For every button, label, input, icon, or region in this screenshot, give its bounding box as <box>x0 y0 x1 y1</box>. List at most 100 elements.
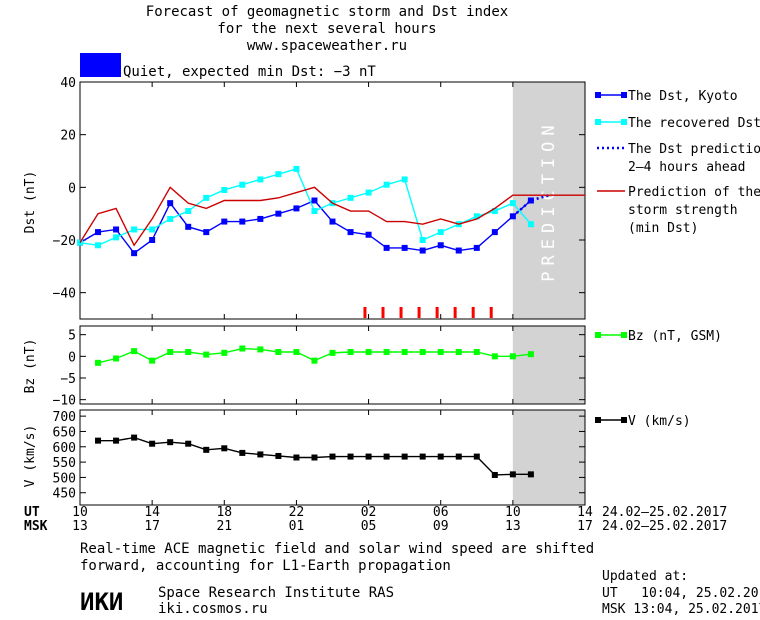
dst-series-1-point <box>275 171 282 178</box>
dst-panel: PREDICTION 40 20 0 −20 −40 <box>53 76 586 320</box>
v-ytick-label: 450 <box>53 487 76 502</box>
chart-title-line-3: www.spaceweather.ru <box>247 38 407 54</box>
dst-series-0-point <box>365 231 372 238</box>
bz-series-0-point <box>257 346 264 353</box>
dst-ytick-label: −40 <box>53 287 76 302</box>
x-tick-label-msk: 09 <box>433 519 449 534</box>
bz-series-0-point <box>239 345 246 352</box>
v-ytick-label: 650 <box>53 425 76 440</box>
v-series-0-point <box>95 437 102 444</box>
bz-series-0-point <box>203 351 210 358</box>
dst-series-0-point <box>221 218 228 225</box>
bz-series-0-point <box>275 349 282 355</box>
bz-series-0-point <box>113 355 120 362</box>
dst-series-0-point <box>113 226 120 233</box>
dst-ytick-label: −20 <box>53 234 76 249</box>
x-axis-ut-label: UT <box>24 505 40 520</box>
x-tick-label-msk: 17 <box>144 519 160 534</box>
v-series-0-point <box>113 437 120 444</box>
dst-series-0-point <box>239 218 246 225</box>
status-color-swatch <box>80 53 121 77</box>
dst-series-1-point <box>437 229 444 236</box>
status-text: Quiet, expected min Dst: −3 nT <box>123 64 376 80</box>
legend-dst-prediction-label: The Dst prediction <box>628 142 760 157</box>
date-range-msk: 24.02–25.02.2017 <box>602 519 727 534</box>
bz-series-0-point <box>527 351 534 358</box>
v-ylabel: V (km/s) <box>23 425 38 488</box>
legend-recovered-dst-swatch-marker <box>621 119 627 125</box>
v-series-0-point <box>275 452 282 459</box>
v-series-0-point <box>527 471 534 478</box>
v-series-0-point <box>401 453 408 460</box>
institute-url: iki.cosmos.ru <box>158 601 268 617</box>
bz-ytick-label: −10 <box>53 394 76 409</box>
x-tick-label-ut: 22 <box>289 505 305 520</box>
dst-series-1-point <box>203 194 210 201</box>
dst-series-1-point <box>293 165 300 172</box>
legend-dst-prediction-label: 2–4 hours ahead <box>628 160 745 175</box>
dst-series-1-point <box>527 221 534 228</box>
v-series-0-point <box>473 453 480 460</box>
bz-series-0-point <box>185 349 192 355</box>
bz-series-0-point <box>491 353 498 360</box>
dst-series-1-point <box>221 186 228 193</box>
bz-series-0-point <box>131 348 138 355</box>
v-series-0-point <box>203 446 210 453</box>
v-series-0-point <box>239 449 246 456</box>
dst-series-0-point <box>293 205 300 212</box>
x-tick-label-msk: 13 <box>72 519 88 534</box>
bz-ytick-label: 5 <box>68 329 76 344</box>
v-series-0-point <box>167 439 174 446</box>
dst-series-0-point <box>455 247 462 254</box>
dst-series-0-point <box>401 244 408 251</box>
institute-name: Space Research Institute RAS <box>158 585 394 601</box>
dst-series-1-point <box>239 181 246 188</box>
dst-series-0-point <box>383 244 390 251</box>
dst-series-1-point <box>311 208 318 215</box>
dst-series-0-point <box>527 197 534 204</box>
x-axis-msk-label: MSK <box>24 519 48 534</box>
legend-bz-label: Bz (nT, GSM) <box>628 329 722 344</box>
x-tick-label-ut: 10 <box>72 505 88 520</box>
legend-recovered-dst-label: The recovered Dst <box>628 116 760 131</box>
legend: The Dst, Kyoto The recovered Dst The Dst p… <box>595 89 760 429</box>
dst-series-0-point <box>149 237 156 243</box>
x-tick-label-msk: 17 <box>577 519 593 534</box>
v-series-0-point <box>491 471 498 478</box>
bz-series-0-point <box>509 353 516 360</box>
bz-ytick-label: 0 <box>68 350 76 365</box>
dst-series-1-point <box>401 176 408 183</box>
dst-series-1-point <box>473 213 480 220</box>
dst-series-3-line <box>79 186 585 247</box>
dst-series-0-point <box>203 229 210 236</box>
x-tick-label-msk: 01 <box>289 519 305 534</box>
bz-series-0-point <box>347 349 354 355</box>
dst-series-0-point <box>185 223 192 230</box>
dst-series-2-line <box>512 194 550 218</box>
dst-ytick-label: 0 <box>68 181 76 196</box>
chart-title-line-2: for the next several hours <box>217 21 436 37</box>
footer-note-line-2: forward, accounting for L1-Earth propaga… <box>80 558 451 574</box>
v-series-0-point <box>383 453 390 460</box>
legend-bz-swatch-marker <box>595 332 601 338</box>
bz-series-0-point <box>383 349 390 355</box>
dst-series-0-point <box>437 242 444 249</box>
x-tick-label-ut: 06 <box>433 505 449 520</box>
dst-series-1-point <box>257 176 264 183</box>
bz-series-0-point <box>293 349 300 355</box>
dst-series-0-point <box>257 215 264 222</box>
v-series-0-point <box>347 453 354 460</box>
legend-dst-kyoto-label: The Dst, Kyoto <box>628 89 738 104</box>
dst-frame <box>79 81 586 320</box>
v-series-0-point <box>437 453 444 460</box>
v-series-0-point <box>149 440 156 447</box>
v-series-0-point <box>509 471 516 478</box>
x-tick-label-ut: 14 <box>144 505 160 520</box>
updated-msk: MSK 13:04, 25.02.2017 <box>602 602 760 617</box>
bz-series-0-point <box>167 349 174 355</box>
dst-series-1-point <box>113 234 120 241</box>
dst-series-1-point <box>383 181 390 188</box>
legend-storm-strength-label: (min Dst) <box>628 221 698 236</box>
